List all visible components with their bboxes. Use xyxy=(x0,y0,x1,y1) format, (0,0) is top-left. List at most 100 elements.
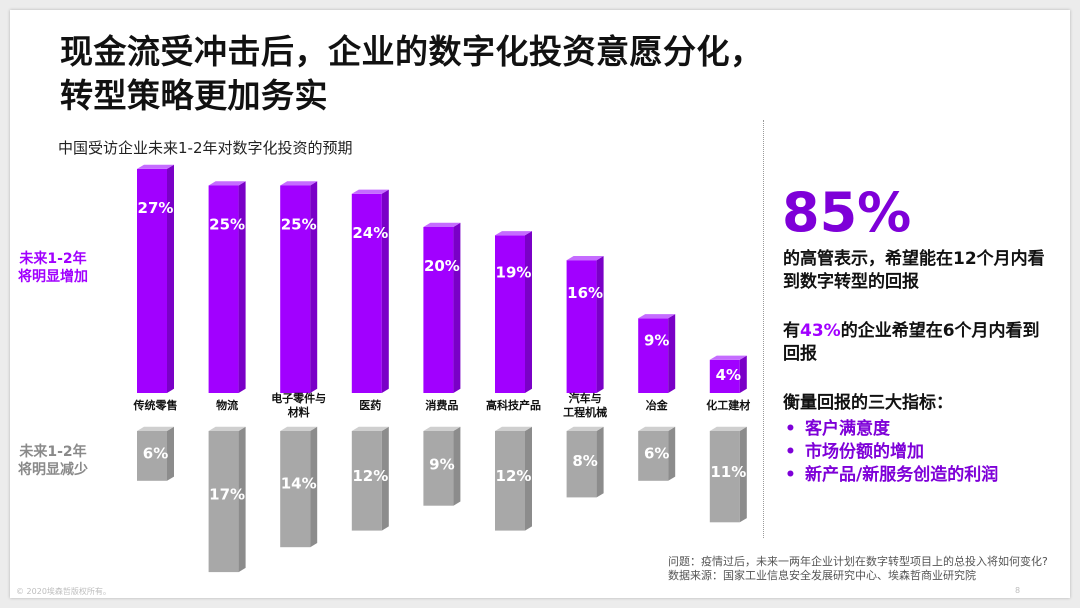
decrease-bar xyxy=(566,431,597,498)
footnote: 问题：疫情过后，未来一两年企业计划在数字转型项目上的总投入将如何变化? 数据来源… xyxy=(668,555,1048,583)
category-label: 高科技产品 xyxy=(486,398,541,412)
metric-label: 客户满意度 xyxy=(805,419,890,439)
decrease-bar-top xyxy=(638,426,676,431)
category-label: 传统零售 xyxy=(133,398,178,412)
increase-bar xyxy=(709,359,740,393)
bullet-icon: • xyxy=(785,419,796,439)
slide xyxy=(10,10,1070,598)
decrease-bar-side xyxy=(167,426,174,481)
title-line-1: 现金流受冲击后，企业的数字化投资意愿分化， xyxy=(60,32,764,71)
title-line-2: 转型策略更加务实 xyxy=(60,76,328,115)
decrease-bar-top xyxy=(709,426,747,431)
decrease-value-label: 9% xyxy=(429,456,454,474)
increase-value-label: 25% xyxy=(209,216,245,234)
increase-value-label: 4% xyxy=(716,366,741,384)
decrease-bar-side xyxy=(739,426,747,523)
decrease-value-label: 17% xyxy=(209,485,245,503)
increase-value-label: 24% xyxy=(352,224,388,242)
increase-value-label: 27% xyxy=(138,199,174,217)
increase-bar-side xyxy=(668,314,676,393)
increase-bar-top xyxy=(709,355,747,360)
increase-bar-side xyxy=(238,181,246,393)
decrease-bar xyxy=(709,431,740,523)
metrics-list: • 客户满意度 • 市场份额的增加 • 新产品/新服务创造的利润 xyxy=(785,418,998,487)
decrease-bar xyxy=(638,431,669,481)
increase-bar-top xyxy=(137,164,174,169)
bullet-icon: • xyxy=(785,442,796,462)
big-stat: 85% xyxy=(782,181,912,244)
decrease-bar-side xyxy=(596,426,604,498)
decrease-bar xyxy=(137,431,167,481)
decrease-bar-top xyxy=(423,426,461,431)
increase-bar-side xyxy=(381,189,389,393)
increase-bar xyxy=(208,185,239,393)
decrease-bar-side xyxy=(310,426,318,548)
category-label: 化工建材 xyxy=(706,398,750,412)
bullet-icon: • xyxy=(785,465,796,485)
increase-bar-top xyxy=(208,181,246,186)
decrease-value-label: 6% xyxy=(143,444,168,462)
increase-value-label: 9% xyxy=(644,332,669,350)
decrease-bar-top xyxy=(351,426,389,431)
category-label: 冶金 xyxy=(646,398,669,412)
decrease-bar-side xyxy=(525,426,532,531)
decrease-bar xyxy=(423,431,454,506)
decrease-value-label: 8% xyxy=(572,452,597,470)
decrease-value-label: 11% xyxy=(710,463,746,481)
increase-bar xyxy=(137,168,167,393)
category-label: 医药 xyxy=(359,398,381,412)
metric-item: • 客户满意度 xyxy=(785,418,998,441)
legend-decrease-line-1: 未来1-2年 xyxy=(19,444,87,460)
footnote-source: 数据来源：国家工业信息安全发展研究中心、埃森哲商业研究院 xyxy=(668,569,976,582)
category-label: 物流 xyxy=(216,398,238,412)
metric-item: • 市场份额的增加 xyxy=(785,441,998,464)
legend-increase-line-2: 将明显增加 xyxy=(18,269,88,285)
decrease-bar-side xyxy=(668,426,676,481)
decrease-bar-side xyxy=(238,426,246,573)
decrease-bar xyxy=(351,431,382,531)
decrease-bar-top xyxy=(280,426,318,431)
increase-bar-top xyxy=(423,222,461,227)
slide-title: 现金流受冲击后，企业的数字化投资意愿分化， 转型策略更加务实 xyxy=(60,30,764,118)
increase-bar-top xyxy=(566,256,604,261)
category-label: 电子零件与 xyxy=(271,391,326,405)
legend-decrease-line-2: 将明显减少 xyxy=(18,462,88,478)
increase-bar xyxy=(423,227,454,393)
decrease-value-label: 14% xyxy=(281,474,317,492)
copyright: © 2020埃森哲版权所有。 xyxy=(16,587,111,596)
stat-description: 的高管表示，希望能在12个月内看到数字转型的回报 xyxy=(783,249,1045,292)
increase-value-label: 20% xyxy=(424,257,460,275)
decrease-bar-top xyxy=(137,426,174,431)
decrease-value-label: 6% xyxy=(644,444,669,462)
increase-bar-side xyxy=(453,222,461,393)
footnote-question: 问题：疫情过后，未来一两年企业计划在数字转型项目上的总投入将如何变化? xyxy=(668,555,1048,568)
increase-bar xyxy=(566,260,597,393)
increase-value-label: 19% xyxy=(496,264,532,282)
legend-increase: 未来1-2年 将明显增加 xyxy=(18,250,88,286)
increase-bar-side xyxy=(739,355,747,393)
increase-bar-top xyxy=(351,189,389,194)
legend-decrease: 未来1-2年 将明显减少 xyxy=(18,443,88,479)
increase-bar-side xyxy=(525,231,532,393)
metric-item: • 新产品/新服务创造的利润 xyxy=(785,464,998,487)
increase-bar xyxy=(638,318,669,393)
increase-bar xyxy=(351,193,382,393)
increase-bar-top xyxy=(495,231,532,236)
increase-bar-side xyxy=(310,181,318,393)
decrease-value-label: 12% xyxy=(496,467,532,485)
metric-label: 新产品/新服务创造的利润 xyxy=(805,465,999,485)
increase-bar-side xyxy=(596,256,604,393)
decrease-bar xyxy=(208,431,239,573)
page-number: 8 xyxy=(1015,586,1021,595)
stat-secondary-prefix: 有 xyxy=(783,321,800,341)
decrease-bar-side xyxy=(381,426,389,531)
stat-secondary-suffix: 的企业希望在6个月内看到回报 xyxy=(783,321,1040,364)
category-label: 工程机械 xyxy=(563,405,607,419)
decrease-bar-top xyxy=(566,426,604,431)
legend-increase-line-1: 未来1-2年 xyxy=(19,251,87,267)
panel-divider xyxy=(763,120,764,538)
decrease-bar-top xyxy=(495,426,532,431)
category-label: 材料 xyxy=(288,405,310,419)
metric-label: 市场份额的增加 xyxy=(805,442,924,462)
